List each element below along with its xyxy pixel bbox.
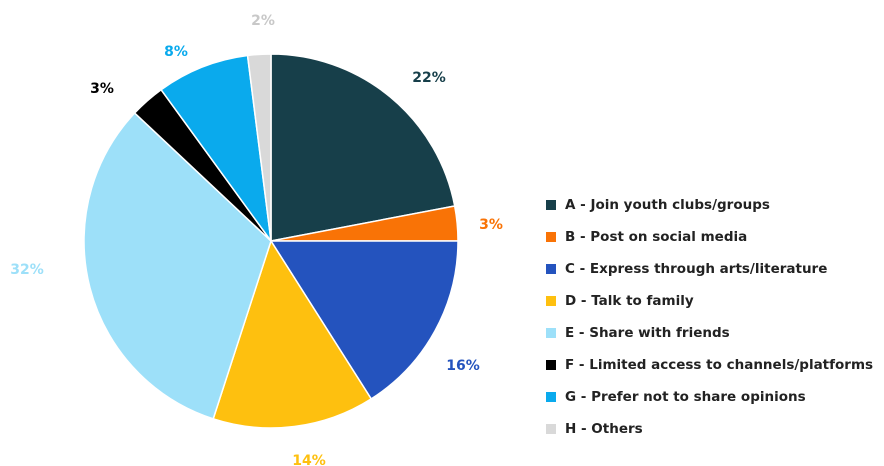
legend-label: E - Share with friends <box>565 325 730 341</box>
slice-value-label-a: 22% <box>412 70 446 86</box>
slice-value-label-g: 8% <box>164 44 188 60</box>
legend: A - Join youth clubs/groups B - Post on s… <box>546 189 873 445</box>
pie-slice-e <box>83 112 272 420</box>
legend-label: F - Limited access to channels/platforms <box>565 357 874 373</box>
slice-value-label-b: 3% <box>479 217 503 233</box>
legend-item-a: A - Join youth clubs/groups <box>546 189 873 221</box>
legend-swatch <box>546 392 556 402</box>
legend-label: A - Join youth clubs/groups <box>565 197 770 213</box>
legend-label: H - Others <box>565 421 643 437</box>
legend-item-e: E - Share with friends <box>546 317 873 349</box>
legend-label: B - Post on social media <box>565 229 748 245</box>
legend-swatch <box>546 424 556 434</box>
legend-label: G - Prefer not to share opinions <box>565 389 806 405</box>
legend-label: D - Talk to family <box>565 293 694 309</box>
legend-swatch <box>546 232 556 242</box>
pie-slices <box>83 53 459 429</box>
legend-item-f: F - Limited access to channels/platforms <box>546 349 873 381</box>
legend-swatch <box>546 360 556 370</box>
legend-item-g: G - Prefer not to share opinions <box>546 381 873 413</box>
legend-swatch <box>546 200 556 210</box>
pie-value-labels: 22% 3% 16% 14% 32% 3% 8% 2% <box>10 13 503 466</box>
legend-swatch <box>546 328 556 338</box>
slice-value-label-d: 14% <box>292 453 326 466</box>
pie-slice-h <box>246 53 272 242</box>
legend-item-d: D - Talk to family <box>546 285 873 317</box>
pie-slice-c <box>270 240 459 400</box>
legend-item-c: C - Express through arts/literature <box>546 253 873 285</box>
pie-slice-g <box>160 54 272 242</box>
legend-swatch <box>546 264 556 274</box>
slice-value-label-c: 16% <box>446 358 480 374</box>
legend-item-b: B - Post on social media <box>546 221 873 253</box>
legend-swatch <box>546 296 556 306</box>
pie-slice-a <box>270 53 456 242</box>
slice-value-label-e: 32% <box>10 262 44 278</box>
legend-item-h: H - Others <box>546 413 873 445</box>
legend-label: C - Express through arts/literature <box>565 261 828 277</box>
slice-value-label-h: 2% <box>251 13 275 29</box>
pie-slice-d <box>212 240 372 429</box>
slice-value-label-f: 3% <box>90 81 114 97</box>
